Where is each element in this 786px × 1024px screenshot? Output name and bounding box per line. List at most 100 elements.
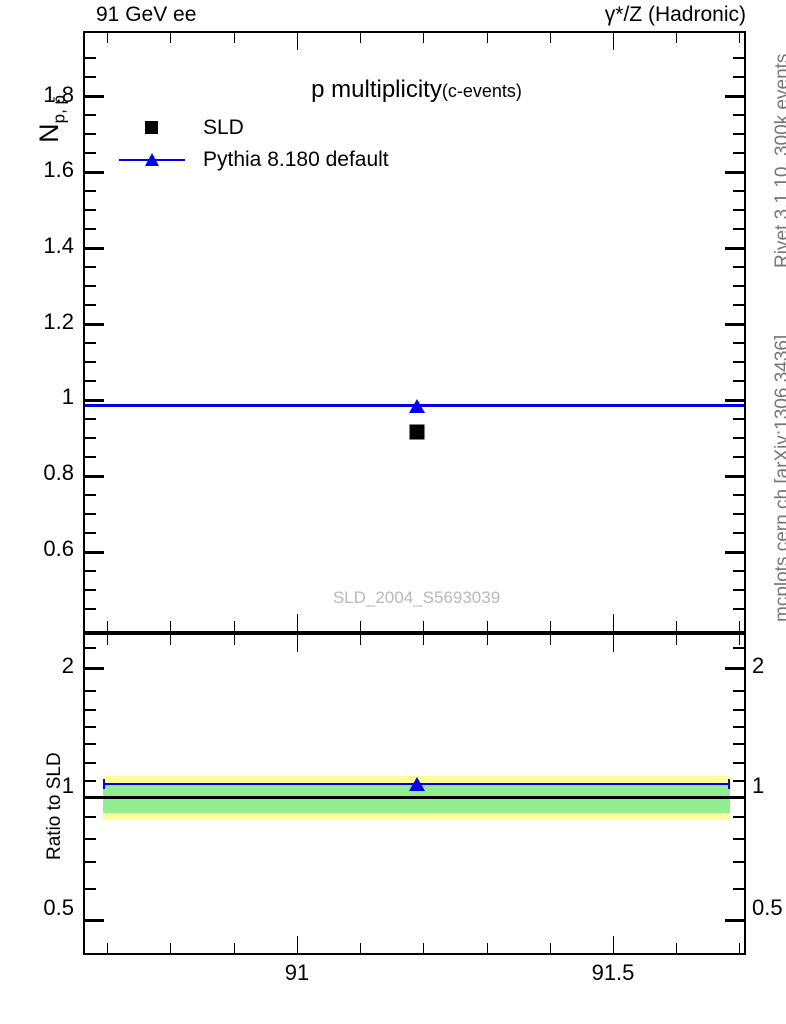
y-tick-label: 0.8	[43, 460, 74, 485]
ratio-plot-panel	[83, 633, 746, 955]
axis-tick	[85, 399, 104, 402]
axis-tick-minor	[85, 380, 96, 382]
axis-tick-minor	[85, 513, 96, 515]
axis-tick	[725, 551, 744, 554]
axis-tick-minor	[85, 743, 96, 745]
triangle-marker-icon	[145, 153, 159, 166]
axis-tick-minor	[733, 342, 744, 344]
axis-tick-minor	[733, 816, 744, 818]
axis-tick	[85, 323, 104, 326]
axis-tick	[613, 614, 614, 631]
y-axis-title: Np, p̄	[34, 95, 69, 143]
axis-tick-minor	[676, 943, 677, 953]
axis-tick	[725, 171, 744, 174]
axis-tick	[297, 635, 298, 652]
axis-tick	[85, 551, 104, 554]
axis-tick-minor	[733, 690, 744, 692]
axis-tick-minor	[85, 647, 96, 649]
ratio-y-tick-label-right: 0.5	[752, 895, 783, 920]
axis-tick	[725, 667, 744, 670]
axis-tick	[297, 936, 298, 953]
ratio-y-tick-label: 0.5	[43, 895, 74, 920]
axis-tick-minor	[733, 888, 744, 890]
axis-tick-minor	[85, 209, 96, 211]
axis-tick-minor	[423, 33, 424, 43]
ratio-reference-line	[85, 796, 744, 799]
axis-tick-minor	[733, 266, 744, 268]
axis-tick-minor	[733, 494, 744, 496]
axis-tick	[85, 171, 104, 174]
axis-tick-minor	[733, 304, 744, 306]
axis-tick-minor	[733, 726, 744, 728]
x-tick-label: 91.5	[591, 960, 635, 985]
axis-tick-minor	[733, 589, 744, 591]
main-plot-panel: p multiplicity(c-events) SLD Pythia 8.18…	[83, 31, 746, 633]
axis-tick-minor	[85, 709, 96, 711]
plot-title: p multiplicity(c-events)	[85, 76, 744, 104]
square-marker-icon	[145, 121, 158, 134]
y-axis-title-subscript: p, p̄	[49, 95, 69, 124]
axis-tick-minor	[733, 709, 744, 711]
axis-tick-minor	[170, 621, 171, 631]
legend-marker-sld	[107, 113, 195, 143]
axis-tick-minor	[733, 209, 744, 211]
axis-tick-minor	[107, 943, 108, 953]
axis-tick-minor	[85, 838, 96, 840]
axis-tick	[725, 247, 744, 250]
ratio-plot-area	[85, 635, 744, 953]
axis-tick-minor	[733, 418, 744, 420]
axis-tick-minor	[85, 532, 96, 534]
axis-tick-minor	[733, 228, 744, 230]
y-tick-label: 1	[61, 384, 74, 409]
axis-tick-minor	[733, 608, 744, 610]
legend-marker-pythia	[107, 145, 195, 175]
axis-tick-minor	[85, 285, 96, 287]
axis-tick-minor	[85, 690, 96, 692]
axis-tick-minor	[487, 621, 488, 631]
axis-tick-minor	[360, 621, 361, 631]
axis-tick-minor	[676, 621, 677, 631]
ratio-y-tick-label-right: 1	[752, 773, 765, 798]
plot-title-qualifier: (c-events)	[441, 81, 522, 101]
axis-tick	[725, 796, 744, 799]
axis-tick-minor	[360, 635, 361, 645]
sld-data-point-marker	[409, 424, 425, 440]
axis-tick-minor	[85, 780, 96, 782]
y-tick-label: 1.2	[43, 309, 74, 334]
axis-tick-minor	[733, 380, 744, 382]
axis-tick-minor	[85, 418, 96, 420]
axis-tick-minor	[85, 342, 96, 344]
axis-tick-minor	[733, 57, 744, 59]
axis-tick-minor	[733, 570, 744, 572]
axis-tick-minor	[733, 133, 744, 135]
axis-tick	[725, 475, 744, 478]
axis-tick-minor	[423, 635, 424, 645]
axis-tick-minor	[85, 589, 96, 591]
axis-tick-minor	[234, 943, 235, 953]
axis-tick-minor	[487, 635, 488, 645]
axis-tick-minor	[423, 621, 424, 631]
axis-tick-minor	[733, 838, 744, 840]
axis-tick	[297, 614, 298, 631]
y-tick-label: 1.4	[43, 233, 74, 258]
axis-tick	[85, 919, 104, 922]
axis-tick-minor	[85, 726, 96, 728]
axis-tick-minor	[85, 456, 96, 458]
axis-tick-minor	[85, 437, 96, 439]
axis-tick-minor	[550, 33, 551, 43]
axis-tick	[725, 919, 744, 922]
axis-tick-minor	[85, 762, 96, 764]
axis-tick-minor	[170, 33, 171, 43]
axis-tick-minor	[85, 133, 96, 135]
axis-tick-minor	[170, 943, 171, 953]
x-tick-label: 91	[284, 960, 310, 985]
axis-tick	[613, 33, 614, 50]
axis-tick-minor	[487, 943, 488, 953]
mc-ratio-point-marker	[409, 777, 425, 791]
axis-tick-minor	[85, 861, 96, 863]
axis-tick-minor	[85, 228, 96, 230]
ratio-axis-title: Ratio to SLD	[44, 752, 65, 860]
axis-tick-minor	[85, 114, 96, 116]
rivet-credit-label: Rivet 3.1.10, 300k events	[772, 53, 786, 268]
